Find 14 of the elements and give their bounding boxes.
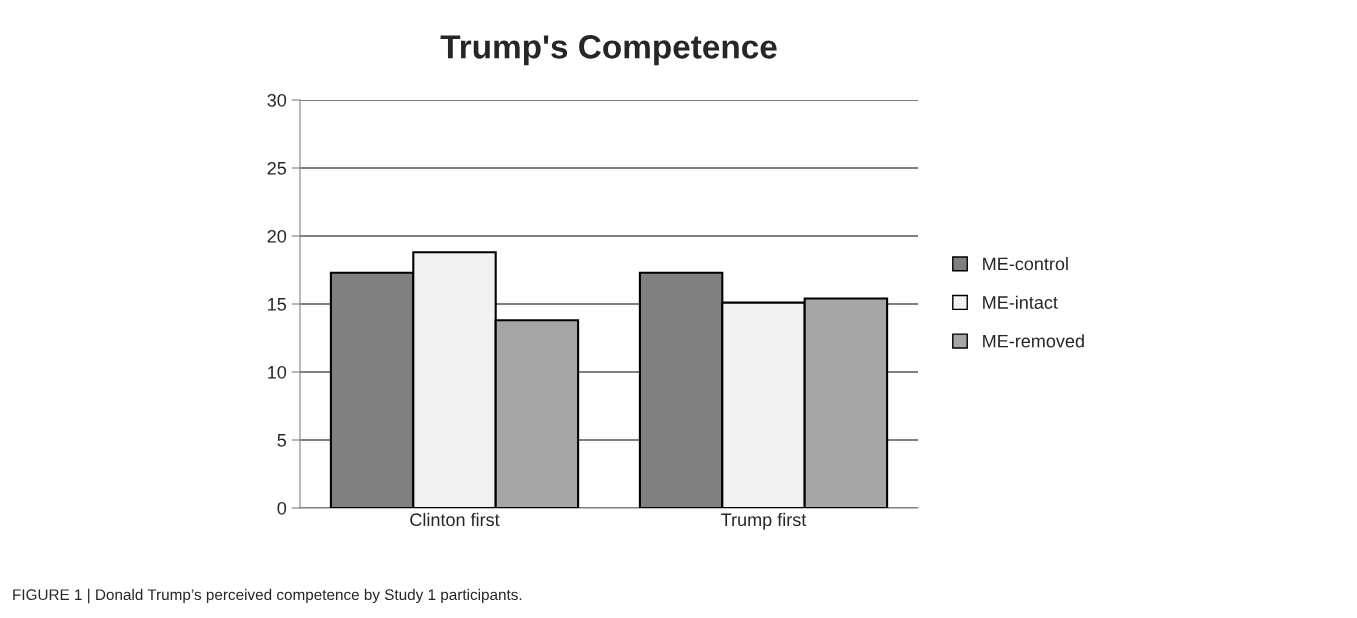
caption: FIGURE 1 | Donald Trump’s perceived competence by Study 1 participants.: [13, 588, 522, 604]
y-tick-label: 30: [267, 93, 287, 107]
y-tick-label: 25: [267, 161, 287, 175]
y-tick-label: 20: [267, 229, 287, 243]
x-tick-label: Clinton first: [410, 512, 500, 527]
legend-label: ME-removed: [983, 334, 1084, 348]
y-tick-label: 5: [277, 434, 287, 447]
y-tick-label: 15: [268, 298, 287, 311]
legend-label: ME-control: [983, 257, 1068, 271]
chart-title: Trump's Competence: [440, 35, 777, 66]
y-tick-label: 10: [268, 365, 287, 379]
x-tick-label: Trump first: [721, 512, 807, 530]
y-tick-label: 0: [277, 501, 287, 515]
legend-label: ME-intact: [983, 295, 1058, 309]
